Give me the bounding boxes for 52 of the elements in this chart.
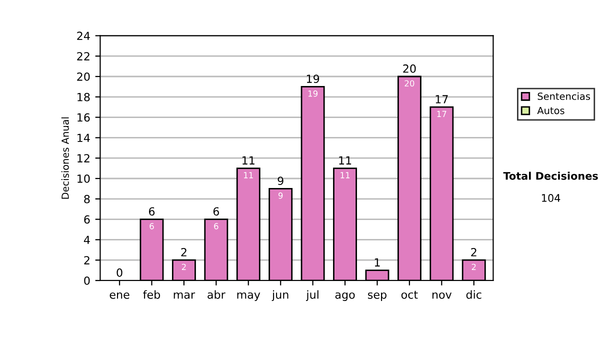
data-label: 11: [244, 172, 253, 178]
y-tick-label: 24: [77, 32, 90, 40]
y-tick-label: 16: [78, 113, 90, 122]
x-tick-label: feb: [143, 290, 160, 299]
total-label: 6: [213, 207, 219, 216]
total-label: 17: [436, 95, 448, 104]
x-tick-label: abr: [208, 290, 226, 299]
x-tick-label: oct: [401, 290, 418, 299]
x-tick-label: mar: [174, 292, 196, 299]
x-tick-label: sep: [368, 292, 386, 301]
data-label: 6: [150, 223, 154, 230]
data-label: 11: [340, 172, 350, 178]
data-label: 19: [308, 90, 318, 97]
y-tick-label: 10: [78, 174, 90, 183]
y-axis-title: Decisiones Anual: [61, 117, 69, 199]
total-label: 11: [339, 156, 352, 164]
y-tick-label: 12: [78, 154, 90, 162]
data-label: 2: [182, 264, 186, 270]
total-label: 0: [116, 268, 122, 277]
y-tick-label: 20: [77, 72, 90, 81]
y-tick-label: 6: [84, 215, 90, 224]
total-label: 11: [242, 156, 254, 164]
data-label: 20: [404, 80, 414, 87]
x-tick-label: jul: [306, 290, 318, 301]
y-tick-label: 0: [84, 276, 90, 285]
y-tick-label: 14: [78, 134, 90, 142]
y-tick-label: 8: [84, 194, 90, 204]
data-label: 9: [278, 192, 283, 199]
y-tick-label: 22: [77, 52, 90, 60]
data-label: 17: [437, 110, 446, 117]
x-tick-label: dic: [466, 290, 482, 299]
x-tick-label: nov: [432, 292, 452, 299]
y-tick-label: 4: [84, 236, 90, 244]
total-label: 2: [471, 248, 476, 256]
total-label: 6: [148, 207, 155, 216]
data-label: 6: [214, 223, 218, 230]
legend-label: Autos: [537, 106, 564, 114]
legend-label: Sentencias: [538, 92, 590, 100]
total-label: 19: [306, 74, 320, 84]
y-tick-label: 18: [78, 92, 90, 102]
x-tick-label: ene: [110, 292, 130, 299]
x-tick-label: jun: [272, 290, 288, 301]
data-label: 2: [472, 264, 476, 270]
x-tick-label: ago: [335, 292, 355, 301]
text: Total Decisiones: [503, 172, 598, 180]
x-tick-label: may: [237, 292, 260, 301]
total-label: 9: [278, 176, 284, 186]
total-label: 20: [403, 64, 416, 73]
y-tick-label: 2: [84, 256, 90, 264]
total-label: 1: [374, 258, 380, 266]
text: 104: [542, 194, 560, 202]
total-label: 2: [181, 248, 186, 256]
